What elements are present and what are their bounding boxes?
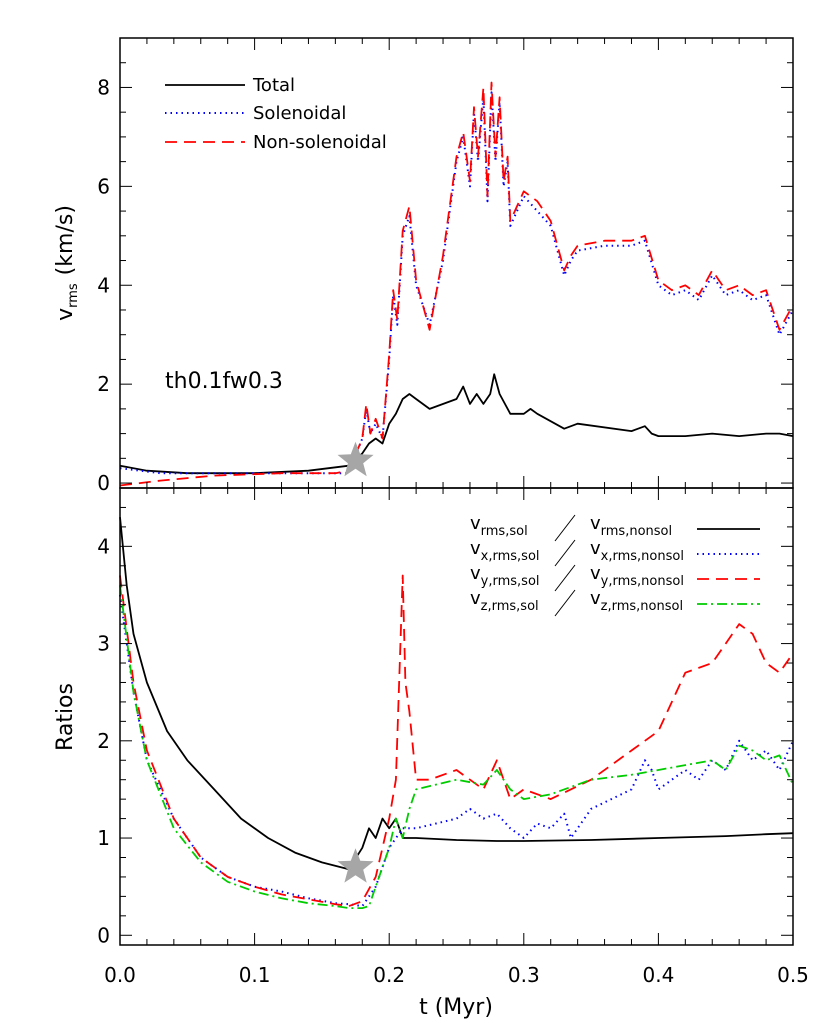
legend-slash: [554, 514, 576, 542]
legend-slash: [554, 589, 576, 617]
bottom-xlabel: t (Myr): [419, 995, 493, 1020]
bottom-ylabel: Ratios: [53, 683, 78, 751]
bottom-xtick-labels: 0.0 0.1 0.2 0.3 0.4 0.5: [104, 963, 809, 987]
top-ylabel: vrms (km/s): [53, 205, 81, 321]
legend-numerator: vy,rms,sol: [470, 563, 540, 589]
legend-label-non-solenoidal: Non-solenoidal: [253, 132, 387, 153]
top-ylabel-sub: rms: [66, 283, 81, 308]
top-legend: Total Solenoidal Non-solenoidal: [165, 75, 387, 153]
top-series-line-0: [119, 373, 794, 475]
top-series-group: [119, 81, 794, 487]
legend-numerator: vrms,sol: [470, 513, 528, 539]
bottom-plot-frame: [119, 487, 794, 946]
bottom-series-group: [119, 517, 794, 909]
x-tick-label: 0.2: [373, 963, 405, 987]
y-tick-label: 8: [97, 75, 110, 99]
y-tick-label: 4: [97, 534, 110, 558]
panel-annotation: th0.1fw0.3: [165, 369, 283, 394]
y-tick-label: 4: [97, 273, 110, 297]
bottom-series-line-0: [119, 517, 794, 871]
x-tick-label: 0.0: [104, 963, 136, 987]
top-ytick-labels: 0 2 4 6 8: [97, 75, 110, 495]
legend-denominator: vrms,nonsol: [590, 513, 672, 539]
legend-label-total: Total: [252, 75, 295, 96]
top-series-line-2: [119, 81, 794, 487]
bottom-star-marker: [337, 848, 374, 883]
x-tick-label: 0.1: [239, 963, 271, 987]
x-tick-label: 0.3: [508, 963, 540, 987]
y-tick-label: 6: [97, 174, 110, 198]
top-ylabel-main: v: [53, 308, 78, 321]
star-marker: [337, 441, 374, 477]
legend-slash: [554, 539, 576, 567]
x-tick-label: 0.5: [777, 963, 809, 987]
bottom-ticks: [119, 487, 794, 945]
legend-denominator: vy,rms,nonsol: [590, 563, 684, 589]
bottom-series-line-3: [119, 585, 794, 909]
legend-denominator: vz,rms,nonsol: [590, 588, 683, 614]
bottom-series-line-2: [119, 574, 794, 907]
y-tick-label: 0: [97, 923, 110, 947]
top-star-marker: [337, 441, 374, 477]
y-tick-label: 2: [97, 729, 110, 753]
y-tick-label: 3: [97, 632, 110, 656]
legend-numerator: vx,rms,sol: [470, 538, 540, 564]
legend-slash: [554, 564, 576, 592]
top-ticks: [119, 37, 794, 488]
legend-label-solenoidal: Solenoidal: [253, 103, 346, 124]
bottom-legend: vrms,sol vrms,nonsol vx,rms,sol vx,rms,nons…: [470, 513, 760, 617]
top-panel: 0 2 4 6 8 vrms (km/s) th0.1fw0.3 Total Soleno…: [53, 37, 794, 495]
bottom-series-line-1: [119, 594, 794, 908]
legend-numerator: vz,rms,sol: [470, 588, 539, 614]
legend-denominator: vx,rms,nonsol: [590, 538, 684, 564]
star-marker: [337, 848, 374, 883]
y-tick-label: 1: [97, 826, 110, 850]
top-ylabel-unit: (km/s): [53, 205, 78, 275]
bottom-ytick-labels: 0 1 2 3 4: [97, 534, 110, 947]
y-tick-label: 2: [97, 372, 110, 396]
x-tick-label: 0.4: [642, 963, 674, 987]
y-tick-label: 0: [97, 471, 110, 495]
